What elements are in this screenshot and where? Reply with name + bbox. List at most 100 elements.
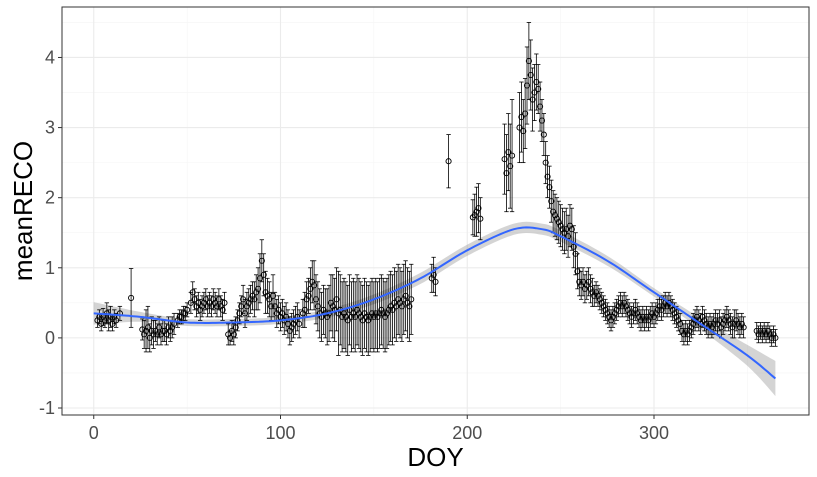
data-point bbox=[600, 303, 607, 310]
data-point bbox=[445, 158, 452, 165]
data-point bbox=[721, 317, 729, 324]
x-axis-ticks: 0 100 200 300 bbox=[89, 415, 669, 443]
y-tick-label: 0 bbox=[45, 328, 55, 348]
data-point bbox=[230, 331, 237, 338]
data-point bbox=[505, 149, 512, 156]
data-point bbox=[649, 310, 656, 317]
data-point bbox=[637, 317, 644, 324]
data-point bbox=[471, 212, 478, 219]
data-point bbox=[191, 296, 198, 303]
data-point bbox=[314, 303, 321, 310]
data-point bbox=[258, 257, 265, 264]
data-point bbox=[680, 331, 687, 338]
data-point bbox=[520, 128, 527, 135]
data-point bbox=[372, 310, 379, 317]
data-point bbox=[626, 310, 633, 317]
data-point bbox=[639, 313, 646, 320]
data-point bbox=[374, 313, 381, 320]
x-axis-title: DOY bbox=[407, 442, 463, 472]
y-tick-label: 2 bbox=[45, 188, 55, 208]
data-point bbox=[630, 310, 637, 317]
data-point bbox=[184, 306, 191, 313]
data-point bbox=[548, 198, 555, 205]
data-point bbox=[736, 324, 743, 331]
data-point bbox=[585, 278, 592, 285]
data-point bbox=[475, 205, 482, 212]
data-point bbox=[269, 292, 277, 299]
data-point bbox=[307, 285, 314, 292]
data-point bbox=[180, 310, 187, 317]
data-point bbox=[354, 306, 361, 313]
data-point bbox=[768, 334, 775, 341]
data-point bbox=[243, 303, 250, 310]
data-point bbox=[406, 303, 413, 310]
data-point bbox=[609, 313, 616, 320]
data-point bbox=[529, 96, 536, 103]
data-point bbox=[527, 71, 534, 79]
data-point bbox=[271, 303, 278, 310]
data-point bbox=[628, 313, 635, 320]
data-point bbox=[148, 327, 155, 334]
data-point bbox=[146, 334, 153, 341]
data-point bbox=[247, 296, 254, 303]
data-point bbox=[710, 320, 717, 327]
data-point bbox=[503, 170, 510, 177]
panel-border bbox=[61, 6, 810, 416]
data-point bbox=[141, 331, 148, 338]
data-point bbox=[546, 184, 553, 191]
data-point bbox=[761, 327, 768, 334]
x-tick-label: 300 bbox=[639, 423, 669, 443]
data-point bbox=[621, 299, 628, 306]
data-point bbox=[611, 310, 618, 317]
data-point bbox=[665, 299, 672, 306]
data-point bbox=[178, 313, 185, 320]
data-point bbox=[718, 324, 725, 331]
data-point bbox=[94, 317, 101, 324]
data-point bbox=[634, 310, 641, 317]
data-point bbox=[370, 313, 377, 320]
data-point bbox=[279, 310, 286, 317]
data-point bbox=[654, 306, 661, 313]
data-point bbox=[593, 289, 600, 296]
data-point bbox=[594, 292, 602, 299]
data-point bbox=[301, 306, 308, 313]
data-point bbox=[759, 331, 766, 338]
data-point bbox=[538, 117, 545, 124]
data-point bbox=[477, 215, 484, 222]
data-point bbox=[701, 317, 708, 324]
data-point bbox=[159, 327, 166, 334]
data-point bbox=[677, 320, 684, 327]
y-tick-label: -1 bbox=[39, 398, 55, 418]
data-point bbox=[251, 296, 258, 303]
data-point bbox=[340, 310, 348, 317]
data-point bbox=[288, 324, 295, 331]
data-point bbox=[589, 289, 596, 296]
data-point bbox=[550, 208, 557, 215]
data-point bbox=[255, 285, 262, 292]
data-point bbox=[723, 313, 730, 320]
data-point bbox=[738, 320, 745, 327]
data-point bbox=[553, 215, 560, 222]
data-point bbox=[650, 313, 658, 320]
data-point bbox=[535, 85, 542, 93]
data-point bbox=[241, 310, 249, 317]
data-point bbox=[408, 296, 415, 303]
data-point bbox=[219, 306, 226, 313]
data-point bbox=[376, 310, 383, 317]
data-point bbox=[598, 299, 605, 306]
data-point bbox=[262, 289, 269, 296]
x-tick-label: 200 bbox=[452, 423, 482, 443]
smooth-line bbox=[93, 226, 777, 380]
data-point bbox=[692, 317, 699, 324]
data-point bbox=[757, 327, 764, 334]
data-point bbox=[566, 222, 574, 229]
data-point bbox=[682, 327, 689, 334]
data-point bbox=[299, 310, 306, 317]
data-point bbox=[522, 110, 529, 117]
data-point bbox=[568, 226, 575, 233]
data-point bbox=[383, 310, 390, 317]
data-point bbox=[658, 306, 665, 313]
data-point bbox=[398, 303, 405, 310]
